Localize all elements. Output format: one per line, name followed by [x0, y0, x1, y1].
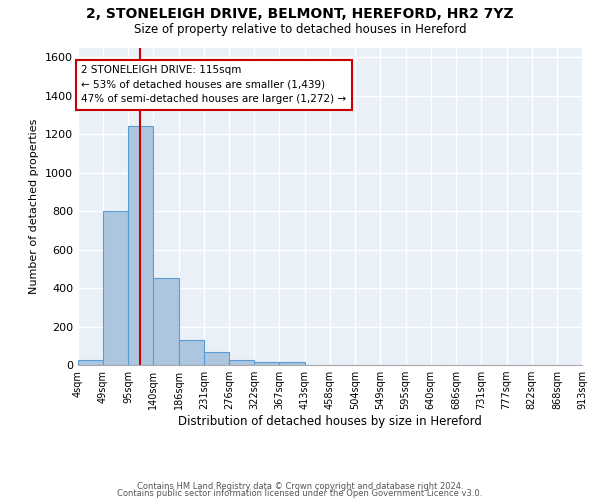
Bar — [254, 362, 279, 365]
Bar — [279, 362, 305, 365]
Y-axis label: Number of detached properties: Number of detached properties — [29, 118, 40, 294]
Text: 2, STONELEIGH DRIVE, BELMONT, HEREFORD, HR2 7YZ: 2, STONELEIGH DRIVE, BELMONT, HEREFORD, … — [86, 8, 514, 22]
Text: Size of property relative to detached houses in Hereford: Size of property relative to detached ho… — [134, 22, 466, 36]
Bar — [154, 278, 179, 365]
Bar — [204, 352, 229, 365]
X-axis label: Distribution of detached houses by size in Hereford: Distribution of detached houses by size … — [178, 415, 482, 428]
Bar — [78, 360, 103, 365]
Bar — [179, 340, 204, 365]
Text: 2 STONELEIGH DRIVE: 115sqm
← 53% of detached houses are smaller (1,439)
47% of s: 2 STONELEIGH DRIVE: 115sqm ← 53% of deta… — [82, 65, 346, 104]
Bar — [128, 126, 154, 365]
Text: Contains public sector information licensed under the Open Government Licence v3: Contains public sector information licen… — [118, 489, 482, 498]
Bar — [229, 360, 254, 365]
Bar — [103, 211, 128, 365]
Text: Contains HM Land Registry data © Crown copyright and database right 2024.: Contains HM Land Registry data © Crown c… — [137, 482, 463, 491]
